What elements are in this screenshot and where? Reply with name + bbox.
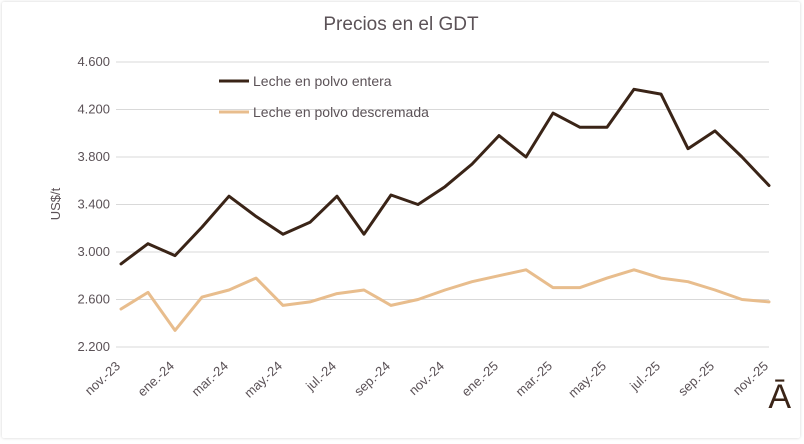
svg-text:2.200: 2.200 [77,339,110,354]
svg-text:Leche en polvo entera: Leche en polvo entera [253,73,392,89]
svg-text:2.600: 2.600 [77,292,110,307]
svg-text:Leche en polvo descremada: Leche en polvo descremada [253,104,429,120]
svg-text:ene.-25: ene.-25 [459,358,501,399]
svg-text:jul.-24: jul.-24 [302,358,339,394]
svg-text:nov.-24: nov.-24 [406,358,447,398]
svg-text:sep.-25: sep.-25 [675,358,717,399]
svg-text:3.000: 3.000 [77,244,110,259]
svg-text:may.-24: may.-24 [241,358,285,400]
svg-text:3.800: 3.800 [77,149,110,164]
svg-text:4.600: 4.600 [77,54,110,69]
svg-text:mar.-24: mar.-24 [189,358,231,399]
svg-text:US$/t: US$/t [48,187,63,220]
svg-text:mar.-25: mar.-25 [513,358,555,399]
svg-text:jul.-25: jul.-25 [626,358,663,394]
svg-text:ene.-24: ene.-24 [135,358,177,399]
svg-text:nov.-23: nov.-23 [82,358,123,398]
svg-text:Ā: Ā [768,378,791,416]
svg-text:may.-25: may.-25 [565,358,609,400]
svg-text:sep.-24: sep.-24 [351,358,393,399]
svg-text:3.400: 3.400 [77,197,110,212]
svg-text:4.200: 4.200 [77,102,110,117]
svg-text:nov.-25: nov.-25 [730,358,771,398]
